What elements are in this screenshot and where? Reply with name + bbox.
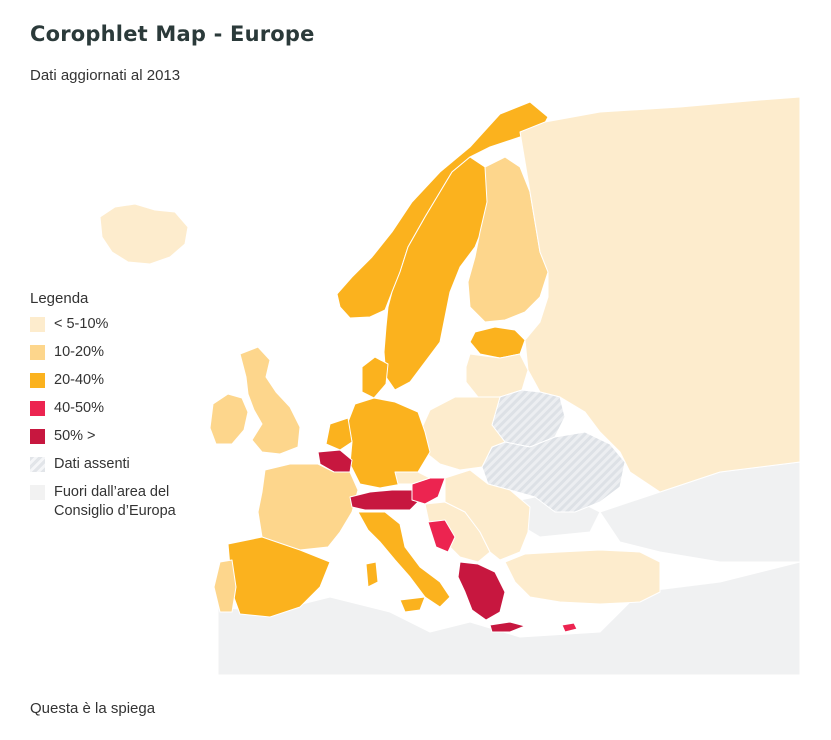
legend-label: 20-40% [54, 372, 104, 388]
legend-swatch [30, 401, 45, 416]
region-sicily[interactable] [399, 596, 426, 613]
legend-label: < 5-10% [54, 316, 109, 332]
map-container [0, 92, 831, 682]
legend-swatch [30, 457, 45, 472]
region-bosnia[interactable] [427, 519, 456, 553]
legend-item: Fuori dall’area del Consiglio d’Europa [30, 483, 220, 521]
legend-label: 10-20% [54, 344, 104, 360]
region-turkey[interactable] [504, 549, 661, 605]
region-russia[interactable] [519, 96, 801, 493]
legend-label: 40-50% [54, 400, 104, 416]
page-title: Corophlet Map - Europe [30, 22, 315, 46]
region-cyprus[interactable] [561, 622, 578, 633]
region-portugal[interactable] [213, 559, 237, 613]
region-switzerland-austria[interactable] [349, 489, 421, 511]
legend-swatch [30, 373, 45, 388]
region-united-kingdom[interactable] [239, 346, 301, 455]
page-subtitle: Dati aggiornati al 2013 [30, 67, 181, 84]
legend-item: 20-40% [30, 371, 220, 390]
region-ireland[interactable] [209, 393, 249, 445]
legend-item: 40-50% [30, 399, 220, 418]
map-legend: Legenda < 5-10% 10-20% 20-40% 40-50% 50% > Da… [30, 290, 220, 530]
legend-item: 10-20% [30, 343, 220, 362]
legend-item: 50% > [30, 427, 220, 446]
region-netherlands[interactable] [325, 417, 353, 451]
europe-map[interactable] [0, 92, 831, 682]
region-romania-bulgaria[interactable] [444, 469, 531, 561]
region-greece[interactable] [457, 561, 506, 621]
region-estonia[interactable] [469, 326, 526, 359]
legend-swatch [30, 485, 45, 500]
region-finland[interactable] [467, 156, 549, 323]
legend-item: Dati assenti [30, 455, 220, 474]
legend-label: Dati assenti [54, 456, 130, 472]
legend-swatch [30, 345, 45, 360]
footer-note: Questa è la spiega [30, 700, 156, 717]
region-sardinia[interactable] [365, 561, 379, 588]
legend-swatch [30, 429, 45, 444]
region-norway[interactable] [336, 101, 549, 319]
region-czechia[interactable] [394, 471, 431, 485]
legend-label: 50% > [54, 428, 96, 444]
legend-title: Legenda [30, 290, 89, 307]
region-crete[interactable] [489, 621, 526, 633]
region-iceland[interactable] [99, 203, 189, 265]
legend-item: < 5-10% [30, 315, 220, 334]
legend-label: Fuori dall’area del Consiglio d’Europa [54, 484, 176, 519]
legend-swatch [30, 317, 45, 332]
region-france[interactable] [257, 463, 359, 551]
region-italy[interactable] [357, 511, 451, 608]
region-denmark[interactable] [361, 356, 389, 399]
